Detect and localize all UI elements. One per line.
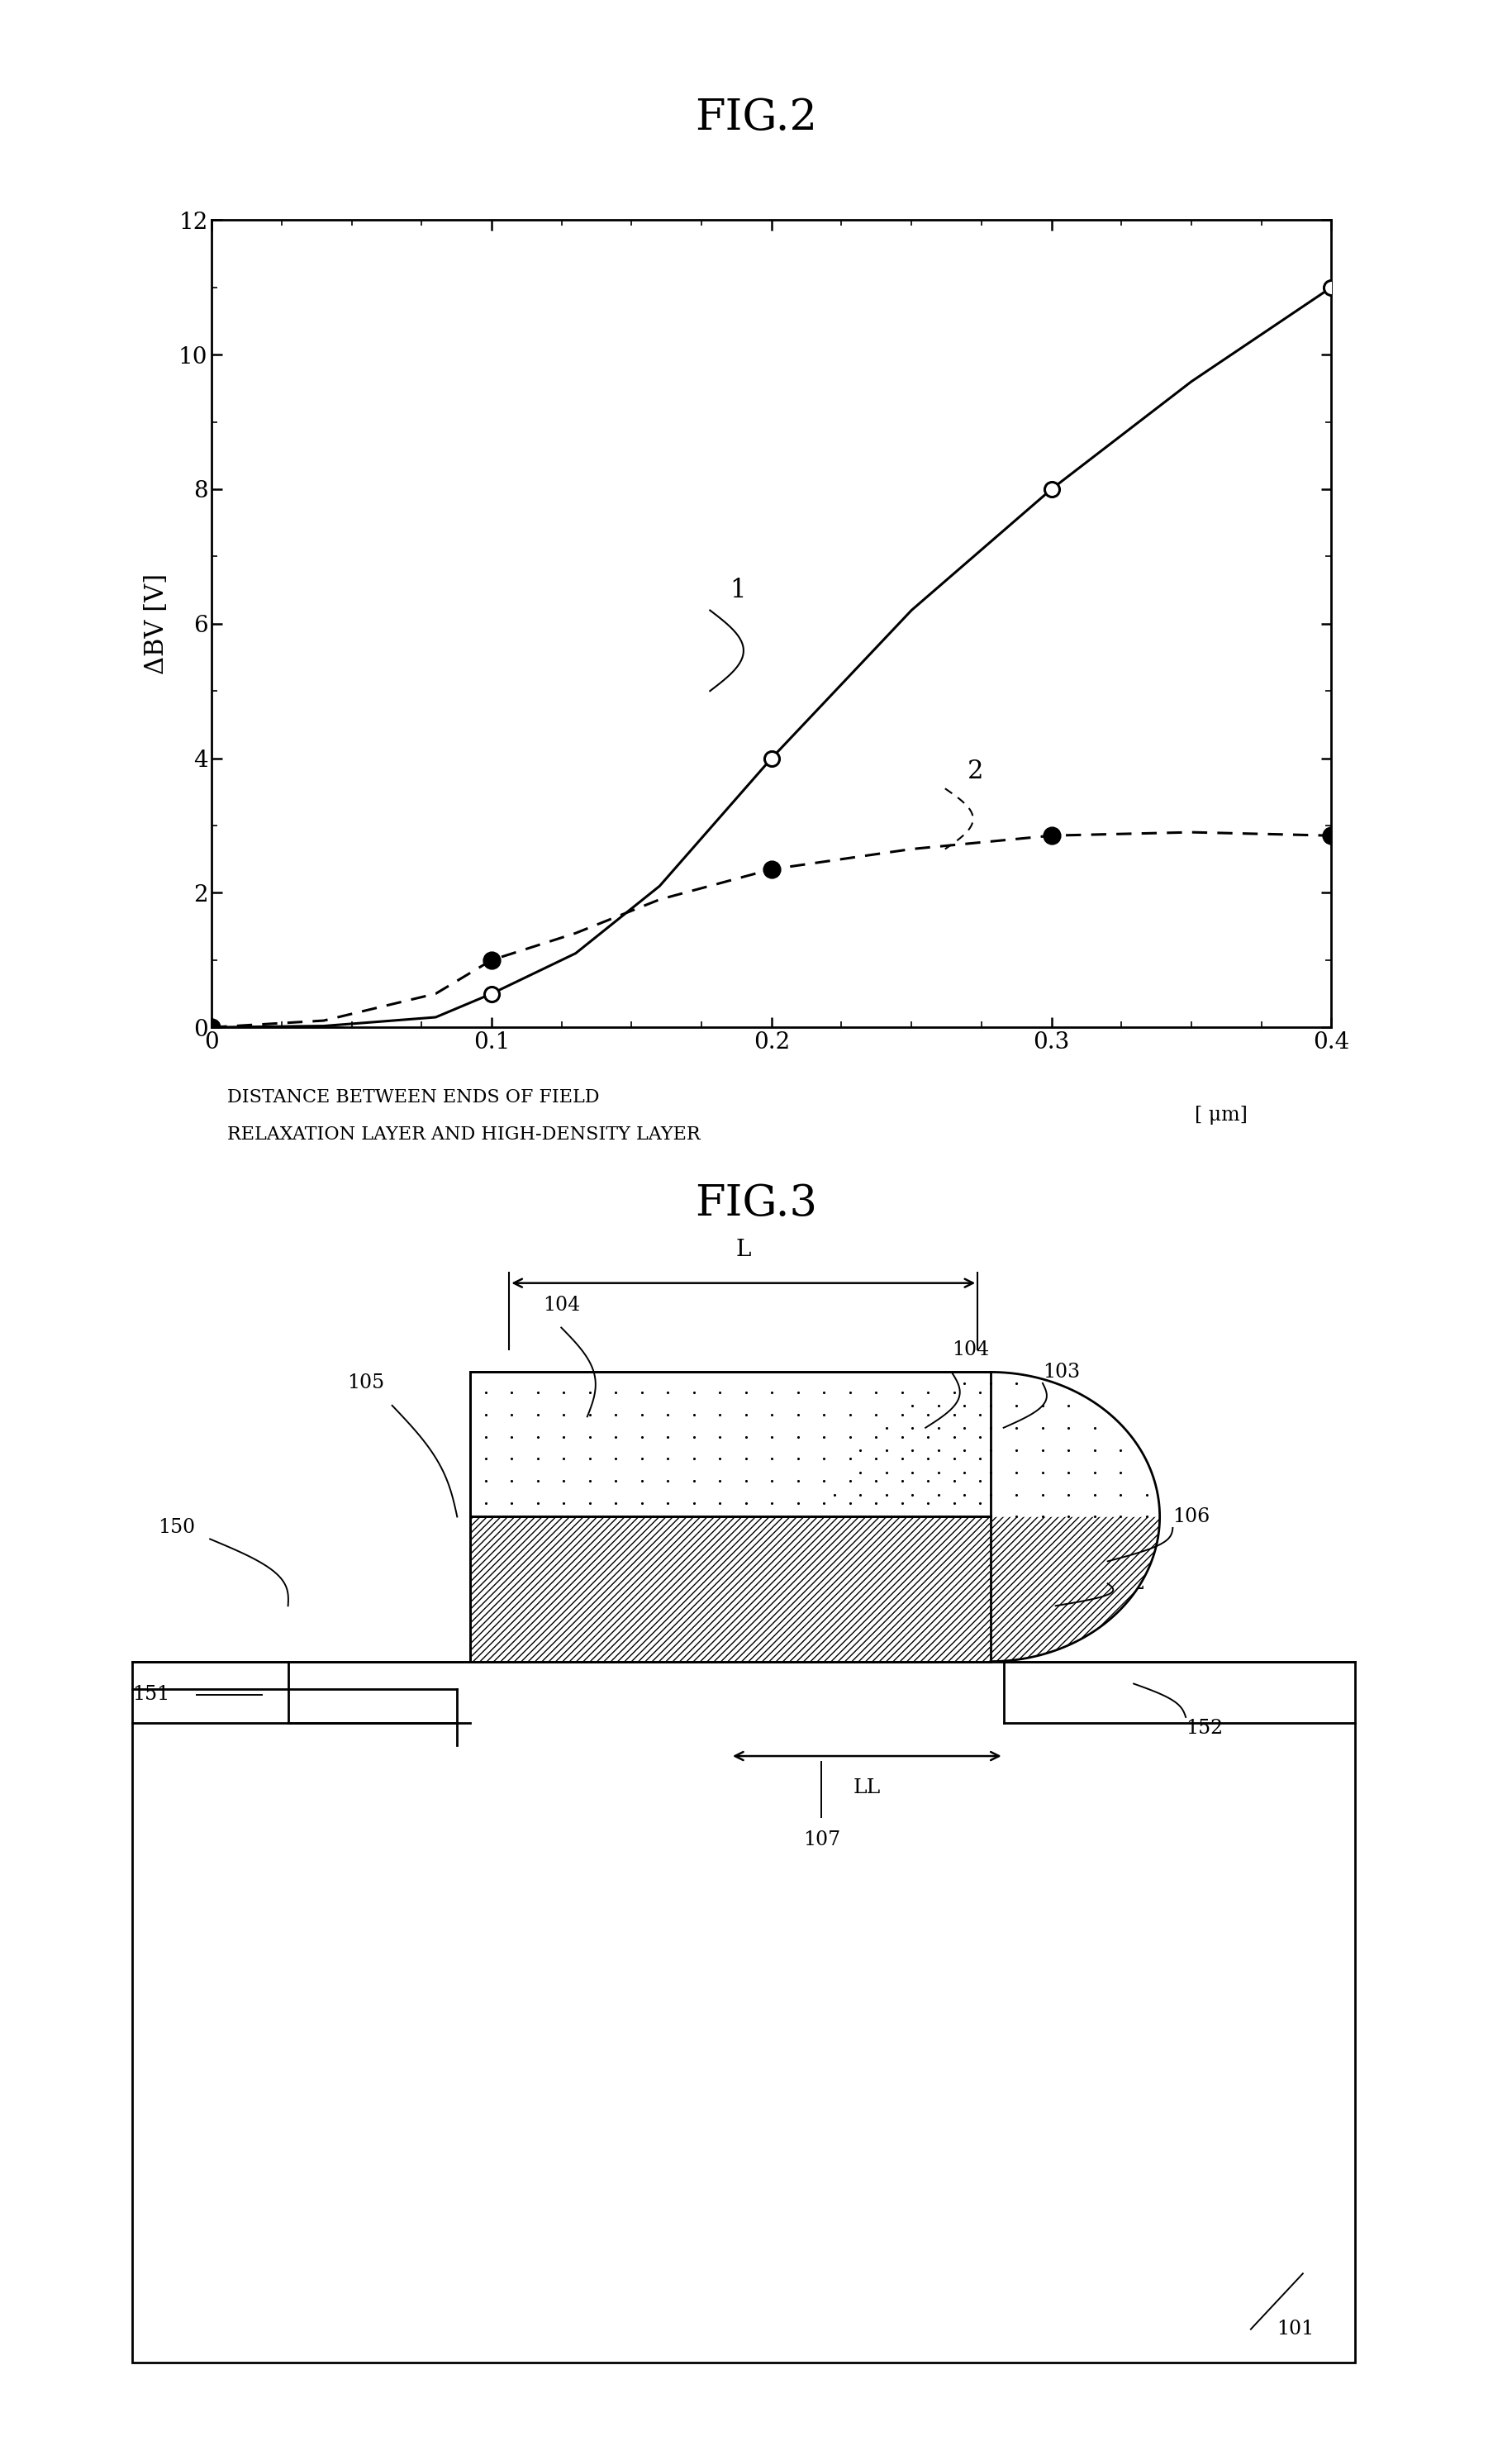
Text: DISTANCE BETWEEN ENDS OF FIELD: DISTANCE BETWEEN ENDS OF FIELD (227, 1088, 599, 1106)
Text: FIG.3: FIG.3 (696, 1181, 816, 1225)
Text: 150: 150 (157, 1519, 195, 1539)
Text: 2: 2 (968, 758, 983, 785)
Text: 106: 106 (1172, 1507, 1210, 1526)
Text: 152: 152 (1185, 1720, 1223, 1737)
Text: 103: 103 (1042, 1362, 1080, 1382)
Wedge shape (990, 1372, 1160, 1517)
Text: L: L (735, 1238, 750, 1260)
Text: 1: 1 (729, 577, 745, 602)
Text: FIG.2: FIG.2 (696, 95, 816, 139)
Bar (470, 1517, 990, 1661)
Text: RELAXATION LAYER AND HIGH-DENSITY LAYER: RELAXATION LAYER AND HIGH-DENSITY LAYER (227, 1125, 700, 1142)
Text: 102: 102 (1107, 1575, 1145, 1592)
Bar (470, 1372, 990, 1517)
Wedge shape (990, 1517, 1160, 1661)
Text: LL: LL (853, 1778, 880, 1798)
Text: 107: 107 (803, 1830, 839, 1849)
Text: 151: 151 (132, 1685, 169, 1705)
Bar (132, 1661, 1355, 2363)
Text: [ μm]: [ μm] (1194, 1106, 1247, 1125)
Text: 105: 105 (348, 1375, 384, 1392)
Y-axis label: ΔBV [V]: ΔBV [V] (144, 572, 169, 675)
Text: 104: 104 (543, 1296, 579, 1316)
Text: 104: 104 (951, 1340, 989, 1360)
Polygon shape (990, 1372, 1160, 1661)
Text: 101: 101 (1276, 2319, 1314, 2338)
